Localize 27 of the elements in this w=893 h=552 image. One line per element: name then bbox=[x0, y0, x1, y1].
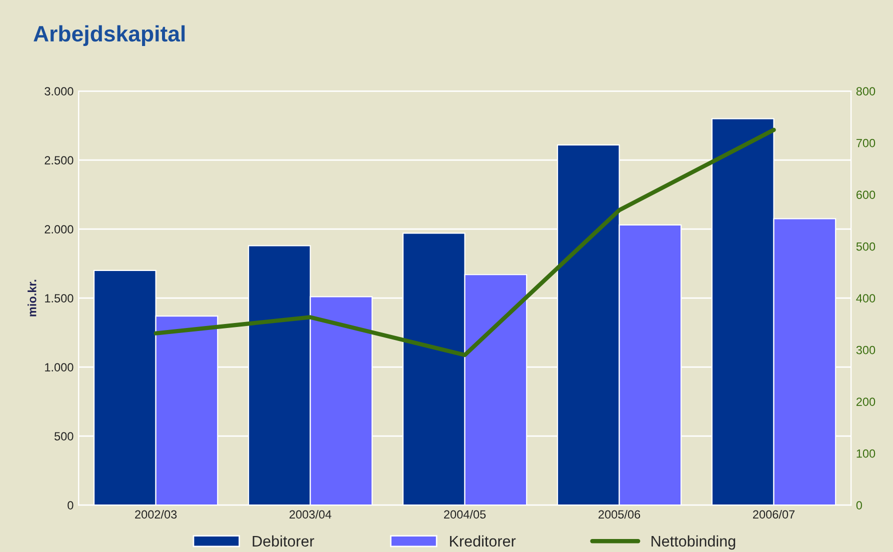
y-tick-label: 1.000 bbox=[45, 363, 74, 372]
y-tick-label: 2.500 bbox=[44, 156, 74, 164]
y2-tick-label: 700 bbox=[856, 138, 876, 148]
x-tick-label: 2005/06 bbox=[598, 510, 640, 519]
y-tick-label: 2.000 bbox=[44, 225, 74, 234]
legend-label: Kreditorer bbox=[450, 535, 516, 547]
y-tick-label: 0 bbox=[68, 501, 74, 510]
x-tick-label: 2002/03 bbox=[135, 510, 177, 519]
y-tick-label: 1.500 bbox=[45, 294, 74, 302]
x-tick-label: 2003/04 bbox=[290, 510, 332, 519]
y2-tick-label: 200 bbox=[856, 398, 876, 406]
y2-tick-label: 400 bbox=[856, 294, 876, 302]
y2-tick-label: 600 bbox=[856, 190, 876, 199]
x-tick-label: 2004/05 bbox=[444, 510, 486, 519]
y-tick-label: 500 bbox=[54, 432, 74, 440]
chart-title: Arbejdskapital bbox=[34, 25, 185, 46]
x-tick-label: 2006/07 bbox=[753, 510, 795, 519]
y2-tick-label: 100 bbox=[856, 449, 876, 458]
line-series bbox=[154, 128, 776, 358]
y2-tick-label: 300 bbox=[856, 346, 876, 354]
y-tick-label: 3.000 bbox=[44, 87, 74, 96]
y2-tick-label: 500 bbox=[856, 242, 876, 251]
y-axis-title: mio.kr. bbox=[28, 280, 36, 316]
y2-tick-label: 0 bbox=[856, 501, 862, 510]
y2-tick-label: 800 bbox=[856, 87, 876, 96]
legend-label: Nettobinding bbox=[652, 535, 736, 550]
legend-label: Debitorer bbox=[252, 535, 314, 547]
